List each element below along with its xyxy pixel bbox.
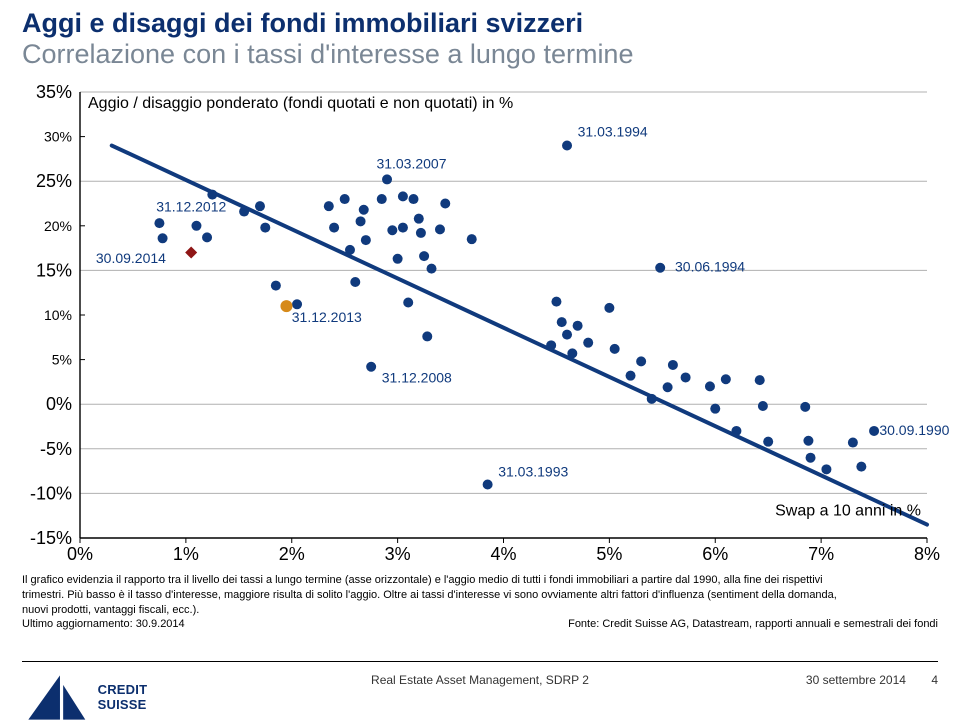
svg-text:0%: 0% xyxy=(67,544,93,564)
svg-text:5%: 5% xyxy=(52,352,72,368)
source-label: Fonte: Credit Suisse AG, Datastream, rap… xyxy=(568,618,938,632)
svg-text:20%: 20% xyxy=(44,218,72,234)
svg-text:31.12.2013: 31.12.2013 xyxy=(292,309,362,325)
svg-text:25%: 25% xyxy=(36,171,72,191)
svg-text:30.09.2014: 30.09.2014 xyxy=(96,250,166,266)
svg-text:1%: 1% xyxy=(173,544,199,564)
slide: Aggi e disaggi dei fondi immobiliari svi… xyxy=(0,0,960,705)
title-block: Aggi e disaggi dei fondi immobiliari svi… xyxy=(22,8,633,70)
svg-text:30.09.1990: 30.09.1990 xyxy=(879,422,949,438)
svg-text:5%: 5% xyxy=(596,544,622,564)
svg-text:4%: 4% xyxy=(490,544,516,564)
svg-text:Swap a 10 anni in %: Swap a 10 anni in % xyxy=(775,503,921,520)
footer-page: 4 xyxy=(931,673,938,687)
svg-text:Aggio / disaggio ponderato (fo: Aggio / disaggio ponderato (fondi quotat… xyxy=(88,95,513,112)
footer-date: 30 settembre 2014 xyxy=(806,673,906,687)
footer-right: 30 settembre 2014 4 xyxy=(806,673,938,687)
caption-block: Il grafico evidenzia il rapporto tra il … xyxy=(22,574,938,632)
caption-line: trimestri. Più basso è il tasso d'intere… xyxy=(22,589,938,603)
svg-text:15%: 15% xyxy=(36,260,72,280)
svg-text:-5%: -5% xyxy=(40,439,72,459)
title-main: Aggi e disaggi dei fondi immobiliari svi… xyxy=(22,8,633,39)
title-sub: Correlazione con i tassi d'interesse a l… xyxy=(22,39,633,70)
svg-text:31.03.1993: 31.03.1993 xyxy=(498,463,568,479)
svg-text:31.03.2007: 31.03.2007 xyxy=(376,156,446,172)
svg-text:10%: 10% xyxy=(44,307,72,323)
svg-text:6%: 6% xyxy=(702,544,728,564)
footer-divider xyxy=(22,661,938,662)
svg-text:7%: 7% xyxy=(808,544,834,564)
svg-text:-10%: -10% xyxy=(30,483,72,503)
svg-text:31.12.2008: 31.12.2008 xyxy=(382,370,452,386)
chart-svg: -15%-10%-5%0%15%25%35%5%10%20%30%0%1%2%3… xyxy=(22,86,937,566)
caption-line: nuovi prodotti, vantaggi fiscali, ecc.). xyxy=(22,604,938,618)
svg-text:31.03.1994: 31.03.1994 xyxy=(578,124,648,140)
update-label: Ultimo aggiornamento: 30.9.2014 xyxy=(22,618,185,632)
svg-text:35%: 35% xyxy=(36,82,72,102)
svg-text:30.06.1994: 30.06.1994 xyxy=(675,259,745,275)
svg-text:-15%: -15% xyxy=(30,528,72,548)
svg-text:3%: 3% xyxy=(385,544,411,564)
svg-text:2%: 2% xyxy=(279,544,305,564)
svg-text:30%: 30% xyxy=(44,129,72,145)
caption-line: Il grafico evidenzia il rapporto tra il … xyxy=(22,574,938,588)
footer-center: Real Estate Asset Management, SDRP 2 xyxy=(22,673,938,687)
footer: CREDIT SUISSE Real Estate Asset Manageme… xyxy=(22,667,938,693)
svg-text:0%: 0% xyxy=(46,394,72,414)
svg-text:8%: 8% xyxy=(914,544,940,564)
source-line: Ultimo aggiornamento: 30.9.2014 Fonte: C… xyxy=(22,618,938,632)
svg-text:31.12.2012: 31.12.2012 xyxy=(156,198,226,214)
scatter-chart: -15%-10%-5%0%15%25%35%5%10%20%30%0%1%2%3… xyxy=(22,86,937,566)
